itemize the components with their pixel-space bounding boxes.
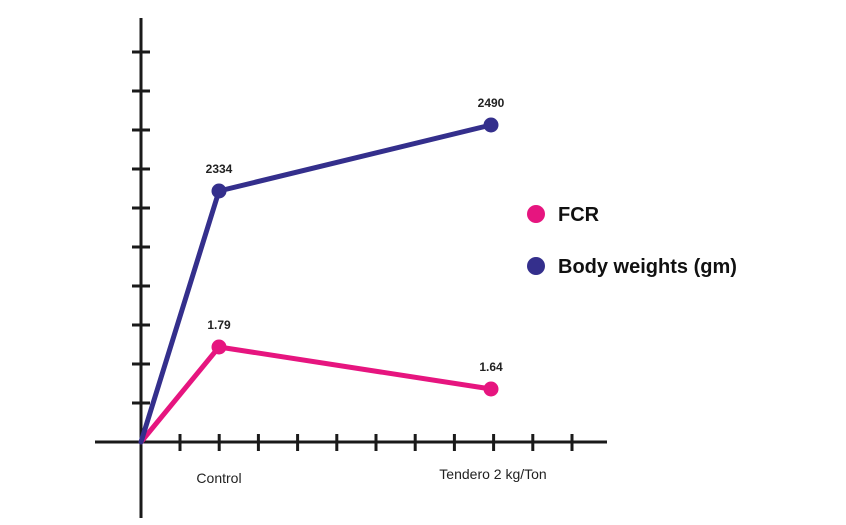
legend-marker-fcr (527, 205, 545, 223)
data-point-fcr (483, 381, 499, 397)
data-point-fcr (211, 339, 227, 355)
data-label-fcr: 1.64 (479, 360, 503, 374)
x-ticks (178, 434, 574, 451)
x-tick-labels: Control Tendero 2 kg/Ton (196, 466, 546, 486)
data-label-body-weights: 2334 (206, 162, 233, 176)
x-tick-label-control: Control (196, 470, 241, 486)
legend-label-body-weights: Body weights (gm) (558, 256, 737, 278)
data-label-body-weights: 2490 (478, 96, 505, 110)
data-label-fcr: 1.79 (207, 318, 231, 332)
series-line-body-weights (138, 122, 494, 445)
data-point-body-weights (483, 117, 499, 133)
series-line-fcr (138, 344, 494, 445)
legend: FCR Body weights (gm) (527, 204, 737, 278)
x-tick-label-tendero: Tendero 2 kg/Ton (439, 466, 546, 482)
legend-label-fcr: FCR (558, 204, 600, 226)
legend-marker-body-weights (527, 257, 545, 275)
data-point-body-weights (211, 183, 227, 199)
series-layer: 1.79 1.64 2334 2490 (138, 96, 505, 445)
